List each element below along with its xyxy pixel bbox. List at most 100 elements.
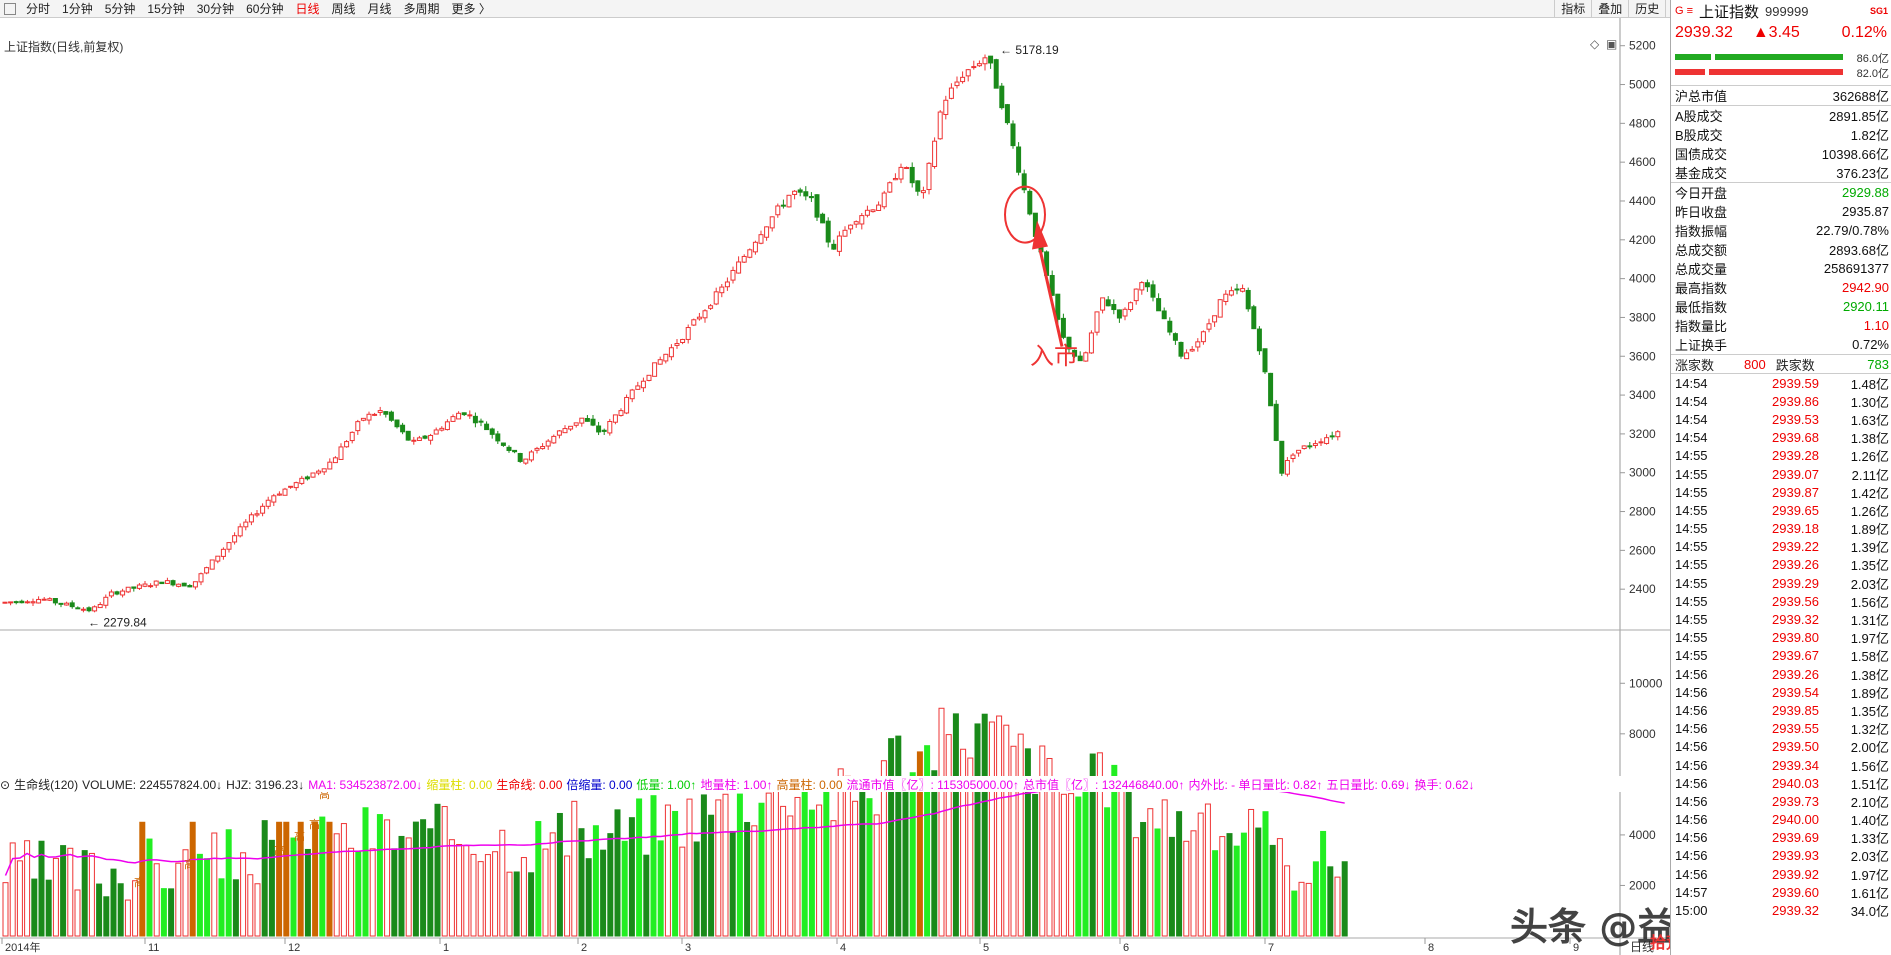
- candle-body: [713, 291, 719, 305]
- tick-amount: 1.63亿: [1850, 412, 1889, 428]
- toolbar-button-2[interactable]: 历史: [1628, 0, 1665, 18]
- stat-label: A股成交: [1675, 109, 1723, 124]
- candle-body: [730, 269, 736, 281]
- tick-amount: 1.33亿: [1850, 831, 1889, 847]
- candle-body: [590, 418, 596, 426]
- candle-body: [176, 583, 182, 587]
- stat-label: 基金成交: [1675, 166, 1728, 181]
- period-tab-7[interactable]: 周线: [331, 1, 356, 16]
- tick-time: 14:54: [1675, 411, 1708, 427]
- candle-body: [1049, 275, 1055, 296]
- candle-body: [797, 189, 803, 193]
- indicator-settings-icon[interactable]: ⊙: [0, 778, 11, 792]
- period-tab-1[interactable]: 1分钟: [62, 1, 93, 16]
- candle-body: [1273, 403, 1279, 441]
- candle-body: [988, 55, 994, 64]
- candle-body: [1279, 440, 1285, 474]
- candle-body: [1195, 341, 1201, 348]
- tick-list[interactable]: 14:54 2939.59 1.48亿 14:54 2939.86 1.30亿 14:54 2…: [1671, 373, 1891, 920]
- x-tick-label: 12: [288, 942, 300, 954]
- volume-bar: [1132, 837, 1139, 937]
- volume-bar: [1017, 733, 1024, 937]
- volume-bar: [700, 794, 707, 937]
- candle-body: [993, 59, 999, 89]
- candle-body: [898, 166, 904, 180]
- volume-bar: [650, 795, 657, 937]
- volume-bar: [585, 858, 592, 937]
- candle-body: [1083, 352, 1089, 362]
- candle-body: [400, 424, 406, 433]
- stat-label: 最高指数: [1675, 281, 1728, 296]
- volume-indicator-5: 生命线: 0.00: [496, 778, 563, 792]
- period-tab-9[interactable]: 多周期: [403, 1, 440, 16]
- period-tab-6[interactable]: 日线: [295, 1, 320, 16]
- candle-body: [864, 209, 870, 216]
- tick-row: 14:55 2939.65 1.26亿: [1671, 501, 1891, 519]
- period-tab-0[interactable]: 分时: [26, 1, 51, 16]
- volume-bar: [276, 821, 283, 937]
- volume-bar: [866, 798, 873, 937]
- vol-y-tick-label: 8000: [1629, 727, 1656, 741]
- volume-bar: [1010, 745, 1017, 937]
- period-tab-3[interactable]: 15分钟: [147, 1, 185, 16]
- candle-body: [394, 419, 400, 428]
- volume-bar: [124, 899, 131, 937]
- volume-bar: [736, 793, 743, 937]
- volume-bar: [110, 868, 117, 937]
- candle-body: [103, 596, 109, 606]
- volume-indicator-12: 内外比: - 单日量比: 0.82↑: [1188, 778, 1323, 792]
- toolbar-button-1[interactable]: 叠加: [1591, 0, 1628, 18]
- volume-bar: [607, 833, 614, 937]
- tick-row: 14:56 2939.26 1.38亿: [1671, 665, 1891, 683]
- period-tab-2[interactable]: 5分钟: [104, 1, 136, 16]
- high-volume-mark: 高: [274, 843, 285, 857]
- candle-body: [192, 581, 198, 588]
- y-tick-label: 2800: [1629, 505, 1656, 519]
- candle-body: [719, 286, 725, 294]
- menu-icon[interactable]: G ≡: [1675, 5, 1694, 17]
- candle-body: [1296, 449, 1302, 454]
- candle-body: [13, 601, 19, 604]
- window-icon[interactable]: [4, 2, 16, 15]
- candle-body: [1088, 332, 1094, 354]
- volume-bar: [852, 800, 859, 937]
- y-tick-label: 4200: [1629, 233, 1656, 247]
- kline-chart[interactable]: 2400 2600 2800 3000 3200 3400 3600 3800 4000 4200…: [0, 18, 1670, 955]
- candle-body: [1055, 293, 1061, 320]
- volume-bar: [844, 775, 851, 937]
- volume-bar: [902, 780, 909, 937]
- buy-sell-bars: 86.0亿 82.0亿: [1671, 44, 1891, 86]
- volume-bar: [218, 878, 225, 937]
- tick-price: 2939.60: [1772, 884, 1819, 900]
- volume-bar: [499, 829, 506, 937]
- tick-row: 14:56 2939.85 1.35亿: [1671, 701, 1891, 719]
- volume-bar: [1176, 811, 1183, 937]
- volume-bar: [1046, 757, 1053, 937]
- x-tick-label: 4: [840, 942, 846, 954]
- volume-bar: [168, 888, 175, 937]
- tick-time: 14:56: [1675, 830, 1708, 846]
- volume-bar: [1284, 865, 1291, 937]
- candle-body: [708, 305, 714, 309]
- candle-body: [450, 416, 456, 422]
- candle-body: [484, 423, 490, 431]
- candle-body: [1217, 299, 1223, 318]
- period-tab-10[interactable]: 更多 〉: [451, 1, 491, 16]
- stat-row: 沪总市值 362688亿: [1671, 86, 1891, 105]
- tick-price: 2939.93: [1772, 848, 1819, 864]
- candle-body: [540, 446, 546, 450]
- tick-price: 2939.67: [1772, 648, 1819, 664]
- period-tab-4[interactable]: 30分钟: [196, 1, 235, 16]
- tick-time: 14:54: [1675, 430, 1708, 446]
- period-tab-8[interactable]: 月线: [367, 1, 392, 16]
- candle-body: [724, 281, 730, 288]
- volume-bar: [9, 842, 16, 937]
- watermark-text: 头条 @益学吴剑: [1510, 905, 1670, 949]
- stat-value: 2935.87: [1842, 204, 1889, 219]
- toolbar-button-0[interactable]: 指标: [1554, 0, 1591, 18]
- candle-body: [629, 389, 635, 400]
- candle-body: [467, 414, 473, 417]
- tick-amount: 34.0亿: [1850, 904, 1889, 920]
- period-tab-5[interactable]: 60分钟: [246, 1, 284, 16]
- volume-bar: [513, 871, 520, 937]
